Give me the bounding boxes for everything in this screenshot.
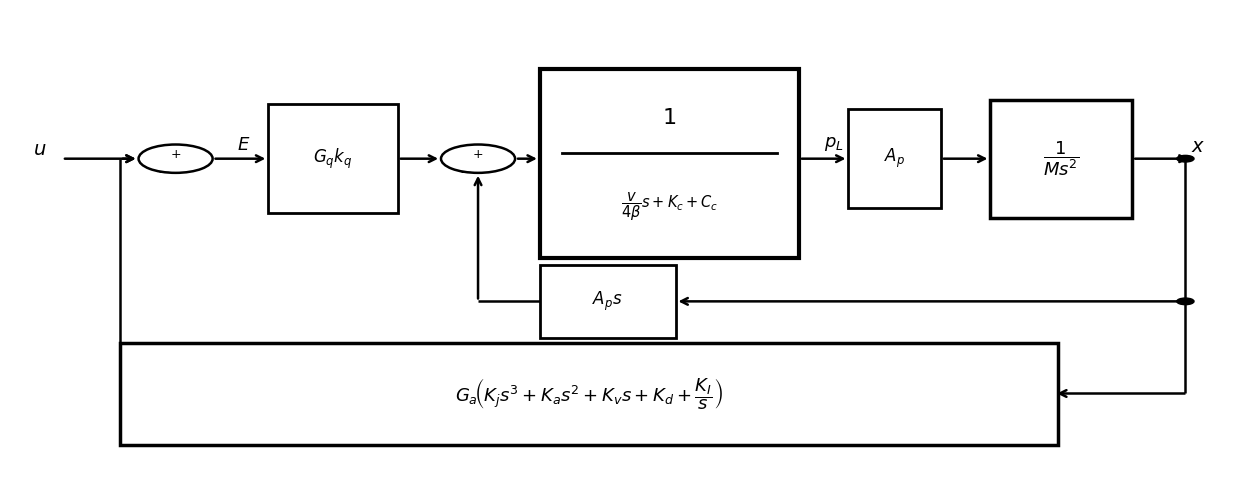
Text: $G_a\!\left(K_j s^3+K_a s^2+K_v s+K_d+\dfrac{K_I}{s}\right)$: $G_a\!\left(K_j s^3+K_a s^2+K_v s+K_d+\d… (455, 376, 723, 412)
Text: $x$: $x$ (1190, 137, 1205, 156)
Text: $A_p$: $A_p$ (884, 147, 905, 170)
Text: $\dfrac{1}{Ms^2}$: $\dfrac{1}{Ms^2}$ (1043, 139, 1080, 178)
Text: $p_L$: $p_L$ (823, 135, 843, 152)
Bar (848, 109, 941, 208)
Circle shape (1177, 155, 1194, 162)
Text: $\dfrac{v}{4\beta}s+K_c+C_c$: $\dfrac{v}{4\beta}s+K_c+C_c$ (621, 191, 718, 223)
Circle shape (139, 144, 212, 173)
Bar (268, 104, 398, 213)
Text: $A_p s$: $A_p s$ (593, 290, 622, 313)
Text: $+$: $+$ (472, 148, 484, 162)
Bar (991, 99, 1132, 218)
Text: $G_q k_q$: $G_q k_q$ (314, 147, 352, 171)
Bar (539, 265, 676, 338)
Bar (539, 69, 799, 258)
Text: $-$: $-$ (459, 163, 472, 178)
Text: $-$: $-$ (156, 163, 170, 178)
Text: $u$: $u$ (33, 140, 47, 159)
Circle shape (441, 144, 515, 173)
Text: $+$: $+$ (170, 148, 181, 162)
Text: $E$: $E$ (237, 135, 250, 153)
Bar (120, 343, 1058, 445)
Circle shape (1177, 298, 1194, 304)
Text: $1$: $1$ (662, 108, 677, 128)
